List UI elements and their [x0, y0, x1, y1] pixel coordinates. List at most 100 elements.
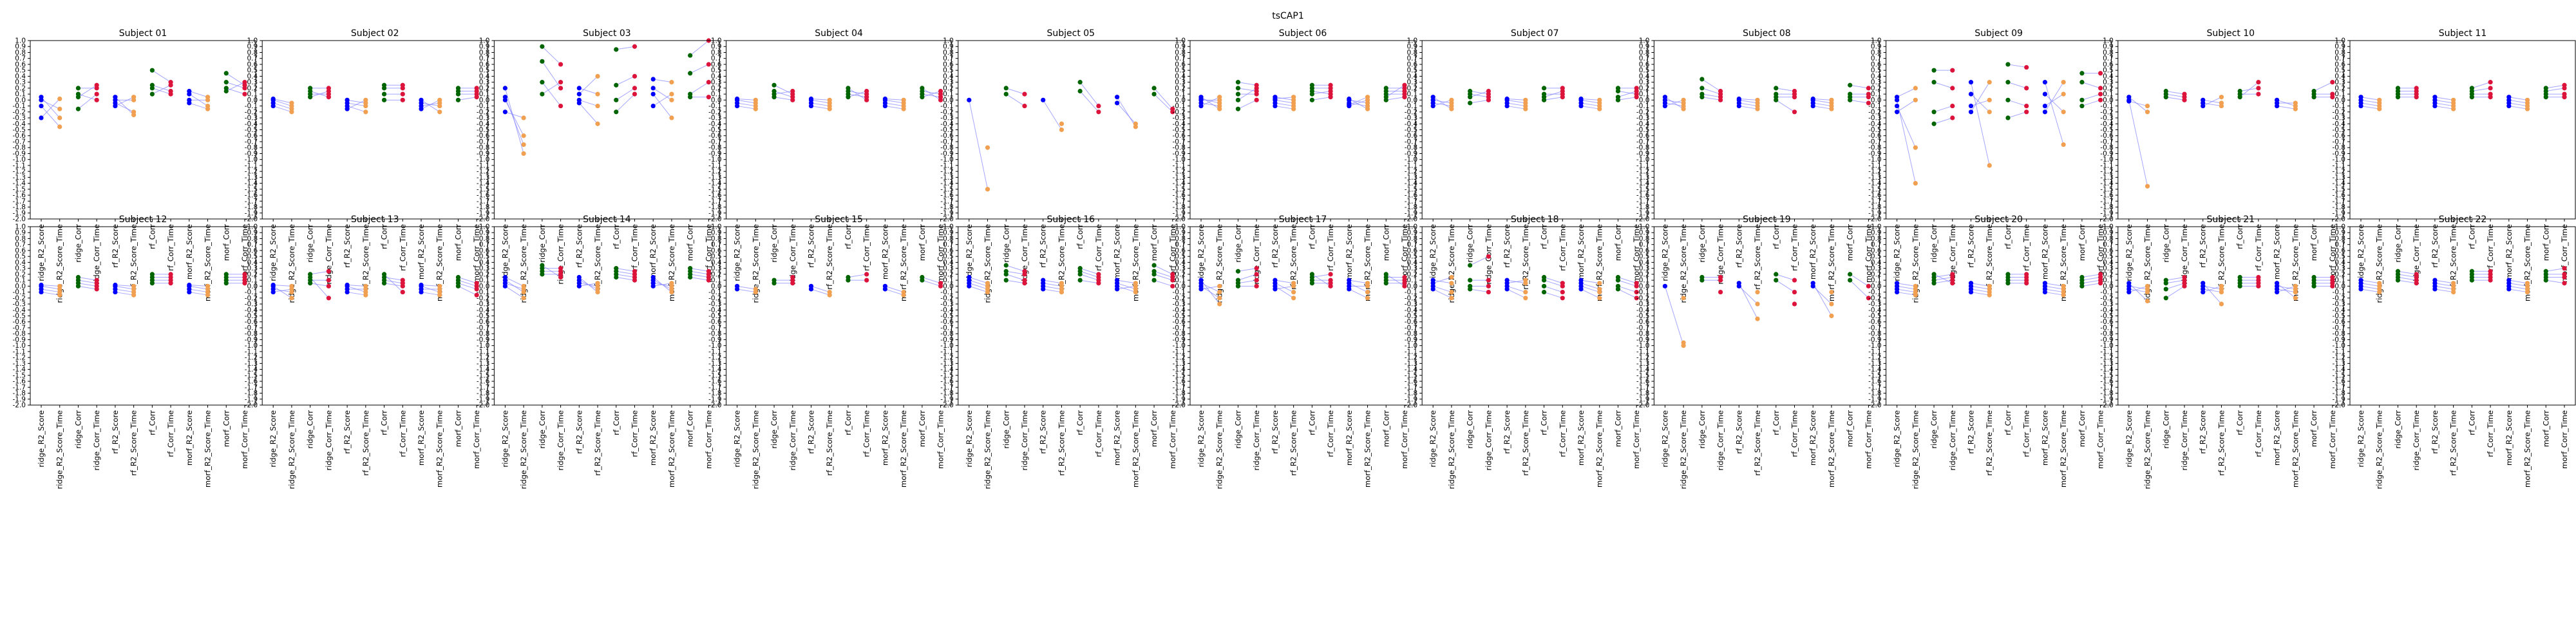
subplot: Subject 08-2.0-1.9-1.8-1.7-1.6-1.5-1.4-1…: [1636, 28, 1880, 303]
y-tick-label: -0.4: [1636, 120, 1650, 128]
data-point: [2330, 95, 2335, 100]
subplot-title: Subject 18: [1511, 214, 1559, 225]
y-tick-label: -0.1: [245, 289, 258, 296]
y-tick-label: -0.2: [2100, 294, 2114, 302]
x-tick-label: rf_R2_Score_Time: [129, 410, 138, 476]
y-tick-label: -1.3: [2333, 360, 2346, 368]
data-point: [57, 283, 62, 289]
data-point: [1968, 281, 1974, 286]
y-tick-label: 0.7: [2103, 55, 2114, 62]
axes-frame: [726, 40, 952, 220]
y-tick-label: -0.3: [1636, 301, 1650, 308]
data-point: [595, 289, 600, 295]
y-tick-label: -0.4: [13, 120, 26, 128]
y-tick-label: -1.6: [13, 378, 26, 386]
data-point: [1615, 274, 1621, 280]
pair-line: [1200, 279, 1220, 305]
y-tick-label: -0.8: [708, 330, 722, 338]
pair-line: [1153, 88, 1173, 109]
y-tick-label: -1.8: [1405, 390, 1418, 397]
data-point: [1254, 97, 1259, 102]
pair-line: [2202, 97, 2222, 107]
pair-line: [2128, 100, 2148, 107]
y-tick-label: 0.8: [1639, 49, 1650, 57]
x-tick-label: rf_Corr: [2467, 224, 2476, 249]
pair-line: [1580, 99, 1600, 104]
y-tick-label: -0.6: [708, 318, 722, 326]
data-point: [1931, 109, 1937, 115]
data-point: [289, 100, 294, 106]
data-point: [2145, 289, 2150, 295]
y-tick-label: -0.8: [2333, 144, 2346, 152]
data-point: [223, 80, 229, 85]
pair-line: [1386, 84, 1405, 98]
data-point: [2042, 80, 2048, 85]
x-tick-label: morf_R2_Score_Time: [435, 224, 444, 301]
y-tick-label: 0.6: [1406, 61, 1417, 68]
pair-line: [848, 88, 867, 100]
data-point: [1792, 109, 1797, 115]
y-tick-label: 0.0: [2334, 97, 2345, 104]
x-tick-label: rf_Corr_Time: [1326, 224, 1335, 271]
data-point: [1383, 95, 1388, 100]
pair-line: [1080, 268, 1099, 275]
x-tick-label: morf_Corr: [2309, 224, 2318, 261]
y-tick-label: 0.5: [15, 253, 26, 261]
x-tick-label: morf_R2_Score: [649, 410, 658, 466]
data-point: [1504, 278, 1510, 283]
y-tick-label: 0.5: [943, 67, 954, 75]
y-tick-label: -1.6: [1636, 192, 1650, 200]
y-tick-label: -2.0: [1173, 402, 1186, 410]
data-point: [2145, 283, 2150, 289]
x-tick-label: morf_R2_Score: [1808, 410, 1817, 466]
x-tick-label: rf_Corr: [1772, 224, 1781, 249]
pair-line: [1897, 99, 1916, 113]
pair-line: [505, 285, 524, 299]
y-tick-label: -1.5: [1636, 185, 1650, 193]
pair-line: [1580, 102, 1600, 107]
data-point: [326, 269, 331, 274]
y-tick-label: 1.0: [1639, 37, 1650, 45]
data-point: [1913, 97, 1918, 102]
y-tick-label: -1.7: [477, 198, 490, 205]
subplot: Subject 04-2.0-1.9-1.8-1.7-1.6-1.5-1.4-1…: [708, 28, 952, 303]
y-tick-label: 0.2: [2334, 270, 2345, 278]
data-point: [2414, 281, 2419, 286]
data-point: [706, 95, 711, 100]
y-tick-label: 0.9: [1639, 229, 1650, 237]
data-point: [1486, 283, 1491, 289]
data-point: [400, 97, 405, 102]
data-point: [1968, 80, 1974, 85]
data-point: [1950, 103, 1955, 109]
data-point: [650, 91, 656, 97]
pair-line: [1850, 279, 1869, 299]
data-point: [2219, 289, 2224, 295]
pair-line: [1238, 279, 1257, 284]
data-point: [474, 86, 479, 91]
data-point: [1096, 103, 1101, 109]
pair-line: [310, 283, 329, 287]
x-tick-label: rf_R2_Score_Time: [129, 224, 138, 290]
y-tick-label: -0.9: [1173, 150, 1186, 158]
x-tick-label: morf_Corr: [1613, 410, 1622, 447]
y-tick-label: -1.7: [13, 384, 26, 392]
data-point: [2275, 103, 2280, 109]
pair-line: [2202, 102, 2222, 107]
y-tick-label: 0.8: [711, 49, 722, 57]
y-tick-label: 0.0: [1175, 283, 1186, 290]
y-tick-label: -1.4: [2333, 180, 2346, 187]
x-tick-label: ridge_R2_Score: [1197, 410, 1206, 468]
data-point: [2005, 62, 2011, 67]
y-tick-label: -1.1: [477, 162, 490, 169]
data-point: [2126, 99, 2132, 104]
pair-line: [189, 284, 208, 287]
axes-frame: [1886, 40, 2112, 220]
data-point: [2145, 184, 2150, 189]
pair-line: [1580, 98, 1600, 100]
pair-line: [1739, 98, 1758, 100]
data-point: [1365, 289, 1370, 295]
data-point: [1634, 95, 1639, 100]
y-tick-label: -1.3: [477, 174, 490, 182]
y-tick-label: -0.8: [1405, 144, 1418, 152]
pair-line: [152, 84, 171, 91]
